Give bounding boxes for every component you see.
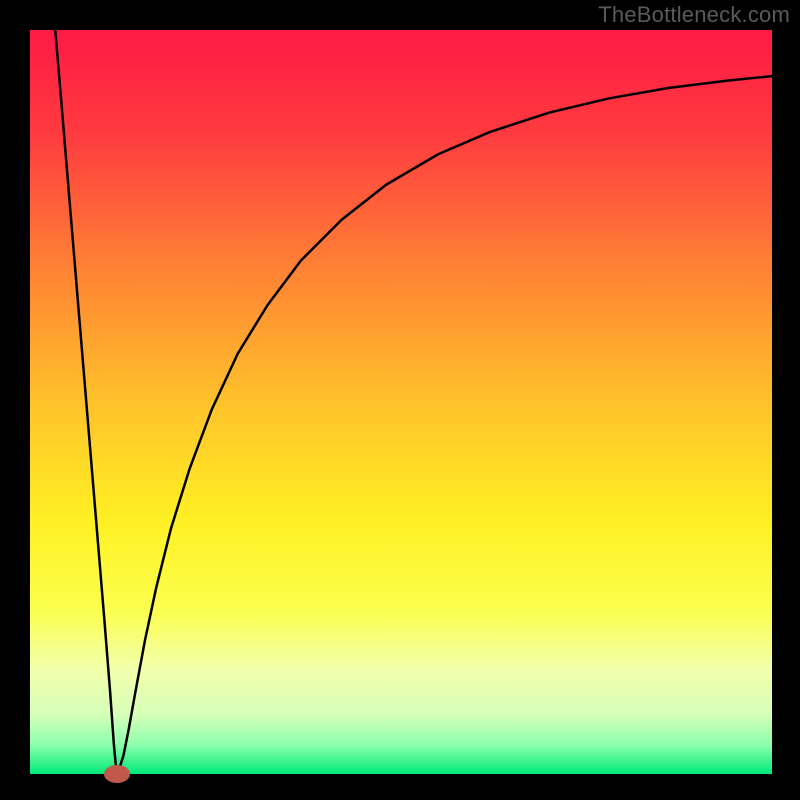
bottleneck-curve [30,30,772,774]
plot-area [30,30,772,774]
curve-path [55,30,772,770]
optimal-point-marker [104,765,130,783]
chart-container: TheBottleneck.com [0,0,800,800]
watermark-label: TheBottleneck.com [598,2,790,28]
